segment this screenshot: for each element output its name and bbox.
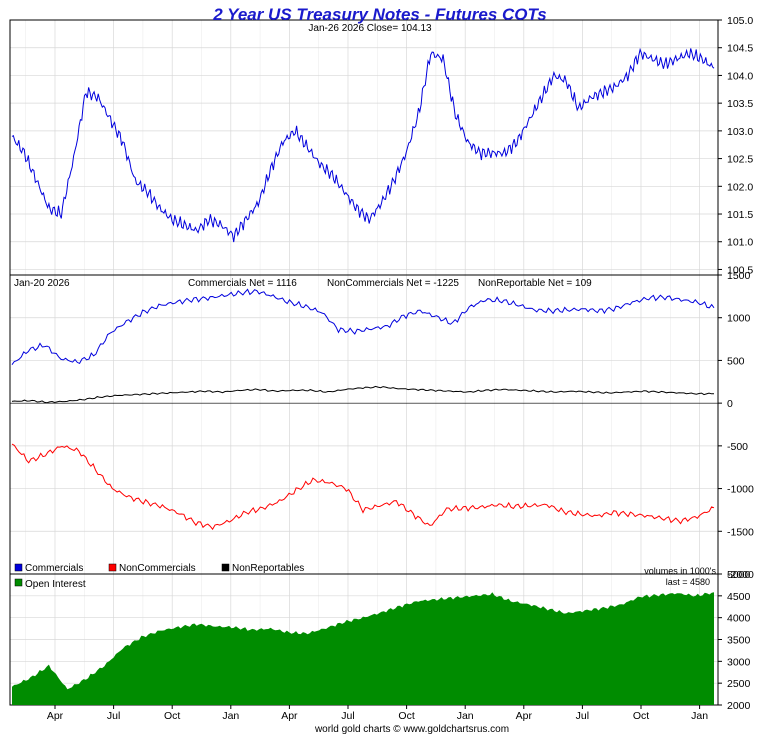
- x-tick-label: Apr: [47, 710, 64, 722]
- x-tick-label: Jan: [691, 710, 708, 722]
- y-tick-label: 500: [727, 355, 745, 367]
- x-tick-label: Jul: [341, 710, 354, 722]
- oi-label: Open Interest: [25, 579, 86, 590]
- noncommercials-line: [11, 443, 715, 531]
- data-layer: [11, 47, 715, 705]
- open-interest-area: [12, 592, 714, 705]
- price-subtitle: Jan-26 2026 Close= 104.13: [308, 23, 432, 34]
- y-tick-label: 2500: [727, 678, 751, 690]
- price-line: [11, 47, 715, 243]
- oi-last-note: last = 4580: [666, 577, 710, 587]
- x-tick-label: Apr: [281, 710, 298, 722]
- legend-swatch-commercials: [14, 563, 23, 572]
- legend-noncommercials: NonCommercials: [119, 563, 196, 574]
- y-tick-label: 102.5: [727, 154, 753, 166]
- y-tick-label: 105.0: [727, 15, 753, 27]
- y-tick-label: 0: [727, 398, 733, 410]
- y-tick-label: 1500: [727, 270, 751, 282]
- nonreportable-net-label: NonReportable Net = 109: [478, 278, 592, 289]
- x-tick-label: Apr: [516, 710, 533, 722]
- y-tick-label: 101.0: [727, 237, 753, 249]
- y-tick-label: 103.0: [727, 126, 753, 138]
- y-tick-label: 101.5: [727, 209, 753, 221]
- x-tick-label: Oct: [398, 710, 414, 722]
- y-tick-label: 103.5: [727, 98, 753, 110]
- commercials-net-label: Commercials Net = 1116: [188, 278, 297, 289]
- y-tick-label: -1500: [727, 526, 754, 538]
- chart-title: 2 Year US Treasury Notes - Futures COTs: [212, 5, 547, 24]
- x-tick-label: Jan: [457, 710, 474, 722]
- legend-commercials: Commercials: [25, 563, 83, 574]
- x-tick-label: Oct: [633, 710, 649, 722]
- legend: Commercials NonCommercials NonReportable…: [14, 563, 304, 574]
- x-tick-label: Oct: [164, 710, 180, 722]
- legend-swatch-noncommercials: [108, 563, 117, 572]
- y-tick-label: 3000: [727, 656, 751, 668]
- y-tick-label: 102.0: [727, 181, 753, 193]
- legend-nonreportables: NonReportables: [232, 563, 304, 574]
- x-tick-label: Jan: [222, 710, 239, 722]
- commercials-line: [11, 288, 715, 365]
- y-tick-label: 100.5: [727, 264, 753, 276]
- y-tick-label: -2000: [727, 569, 754, 581]
- y-tick-label: 4000: [727, 613, 751, 625]
- y-tick-label: 104.0: [727, 70, 753, 82]
- footer-credit: world gold charts © www.goldchartsrus.co…: [314, 724, 509, 735]
- nonreportables-line: [11, 385, 714, 404]
- y-tick-label: 4500: [727, 591, 751, 603]
- x-tick-label: Jul: [107, 710, 120, 722]
- cot-date-label: Jan-20 2026: [14, 278, 70, 289]
- y-tick-label: 5000: [727, 569, 751, 581]
- y-tick-label: 1000: [727, 313, 751, 325]
- legend-swatch-open-interest: [14, 578, 23, 587]
- noncommercials-net-label: NonCommercials Net = -1225: [327, 278, 459, 289]
- y-tick-label: -1000: [727, 484, 754, 496]
- y-tick-label: 2000: [727, 700, 751, 712]
- x-tick-label: Jul: [576, 710, 589, 722]
- grid-layer: [10, 19, 718, 706]
- legend-swatch-nonreportables: [221, 563, 230, 572]
- y-tick-label: 104.5: [727, 43, 753, 55]
- ticks-layer: 105.0 104.5 104.0 103.5 103.0 102.5 102.0 101.5…: [47, 15, 754, 722]
- y-tick-label: -500: [727, 441, 748, 453]
- oi-unit-note: volumes in 1000's: [644, 566, 716, 576]
- y-tick-label: 3500: [727, 635, 751, 647]
